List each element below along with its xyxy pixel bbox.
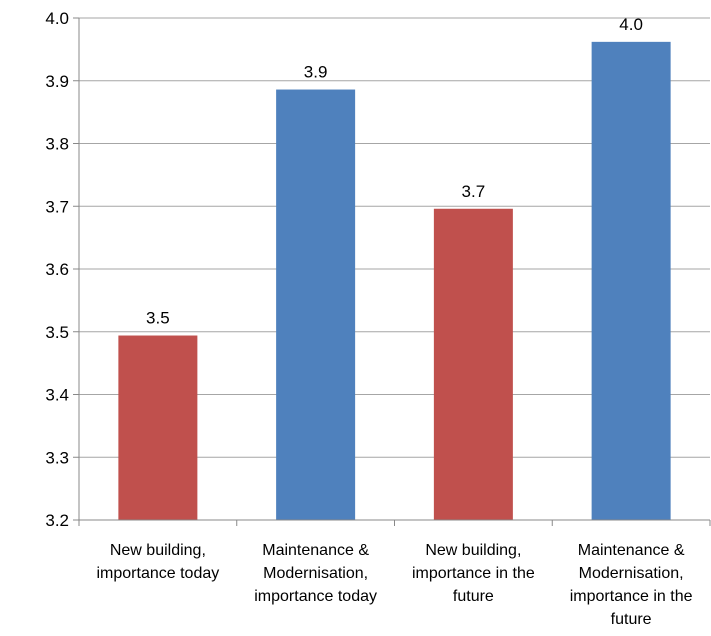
data-labels: 3.5 3.9 3.7 4.0 bbox=[146, 15, 643, 328]
category-label: future bbox=[453, 588, 494, 605]
y-tick-label: 3.6 bbox=[45, 260, 69, 279]
y-tick-label: 3.4 bbox=[45, 386, 69, 405]
y-tick-label: 3.2 bbox=[45, 511, 69, 530]
y-tick-label: 3.7 bbox=[45, 197, 69, 216]
category-label: Modernisation, bbox=[579, 565, 684, 582]
data-label: 3.7 bbox=[462, 182, 486, 201]
y-tick-label: 3.8 bbox=[45, 135, 69, 154]
y-tick-label: 3.9 bbox=[45, 72, 69, 91]
category-label: future bbox=[611, 611, 652, 628]
category-label: importance in the bbox=[412, 565, 535, 582]
bar bbox=[118, 335, 198, 520]
data-label: 3.9 bbox=[304, 63, 328, 82]
data-label: 4.0 bbox=[619, 15, 643, 34]
bar bbox=[591, 41, 671, 520]
category-label: importance in the bbox=[570, 588, 693, 605]
category-label: New building, bbox=[425, 542, 521, 559]
category-label: Modernisation, bbox=[263, 565, 368, 582]
category-label: importance today bbox=[97, 565, 220, 582]
y-tick-label: 3.3 bbox=[45, 448, 69, 467]
category-label: Maintenance & bbox=[578, 542, 685, 559]
x-axis bbox=[78, 18, 711, 526]
category-labels: New building, importance today Maintenance… bbox=[97, 542, 693, 628]
category-label: Maintenance & bbox=[262, 542, 369, 559]
bar bbox=[276, 89, 356, 520]
y-tick-label: 3.5 bbox=[45, 323, 69, 342]
y-tick-label: 4.0 bbox=[45, 9, 69, 28]
category-label: New building, bbox=[110, 542, 206, 559]
bar bbox=[433, 208, 513, 520]
y-axis-ticks: 3.2 3.3 3.4 3.5 3.6 3.7 3.8 3.9 4.0 bbox=[45, 9, 79, 530]
bars bbox=[118, 41, 671, 520]
category-label: importance today bbox=[254, 588, 377, 605]
data-label: 3.5 bbox=[146, 309, 170, 328]
